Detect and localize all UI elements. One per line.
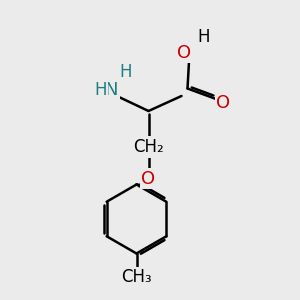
Text: CH₂: CH₂ bbox=[133, 138, 164, 156]
Text: H: H bbox=[94, 81, 107, 99]
Text: H: H bbox=[120, 63, 132, 81]
Text: O: O bbox=[216, 94, 231, 112]
Text: H: H bbox=[198, 28, 210, 46]
Text: O: O bbox=[177, 44, 192, 62]
Text: N: N bbox=[104, 81, 118, 99]
Text: CH₃: CH₃ bbox=[121, 268, 152, 286]
Text: O: O bbox=[141, 169, 156, 188]
